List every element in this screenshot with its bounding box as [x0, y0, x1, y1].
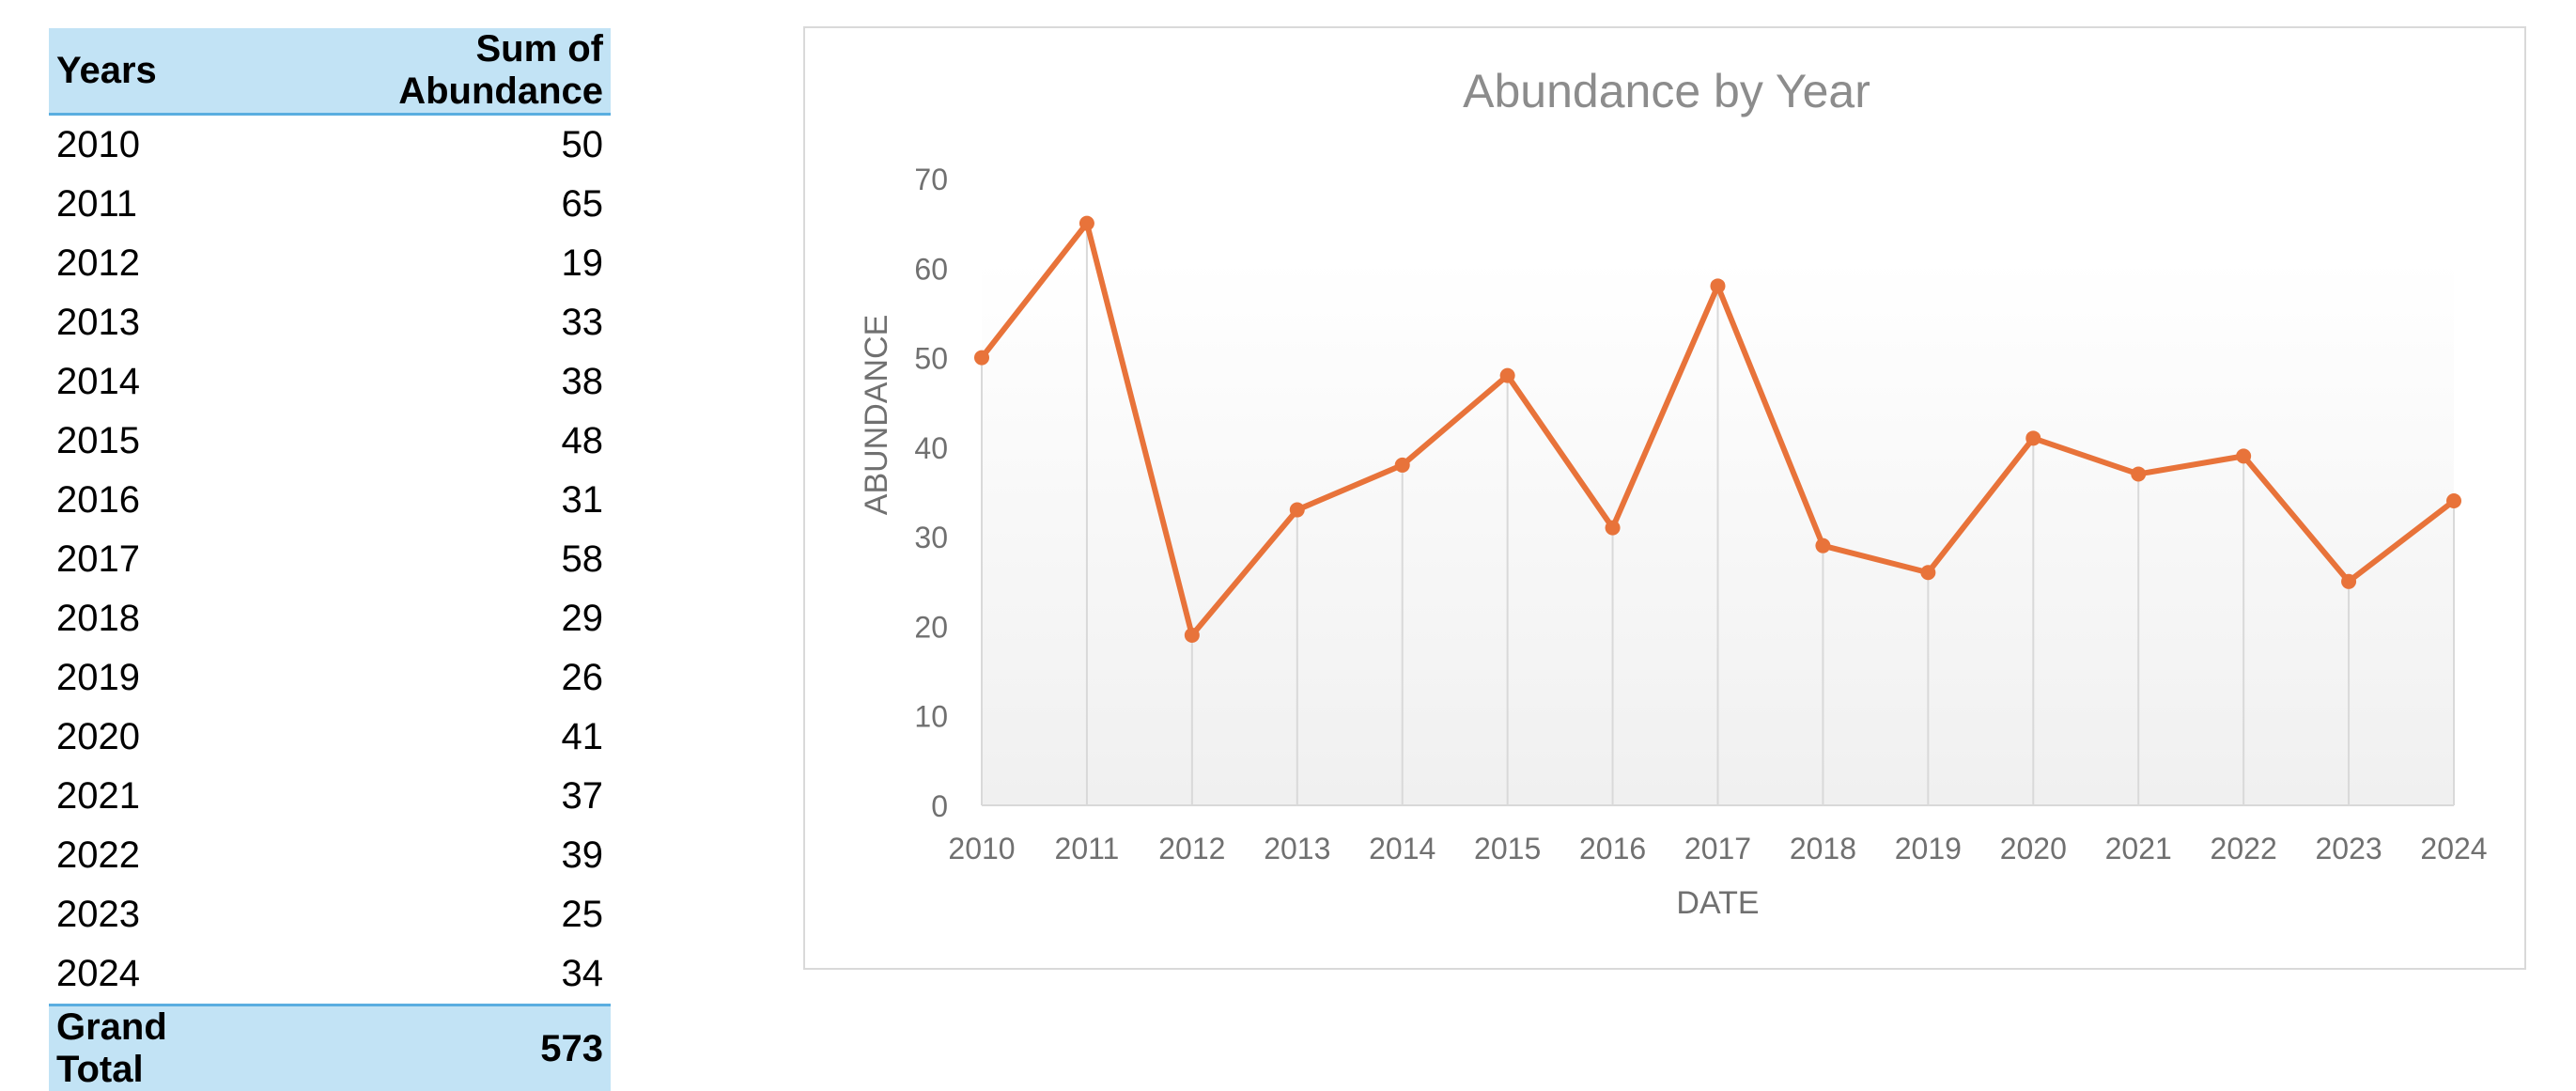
- y-tick-label: 0: [931, 789, 948, 823]
- row-year[interactable]: 2023: [49, 885, 265, 944]
- row-year[interactable]: 2011: [49, 175, 265, 234]
- x-tick-label: 2013: [1264, 832, 1330, 865]
- row-year[interactable]: 2010: [49, 115, 265, 176]
- row-abundance[interactable]: 48: [265, 412, 611, 471]
- x-tick-label: 2024: [2420, 832, 2487, 865]
- x-tick-label: 2016: [1579, 832, 1646, 865]
- data-point[interactable]: [1290, 503, 1305, 518]
- grand-total-value[interactable]: 573: [265, 1005, 611, 1091]
- data-point[interactable]: [2341, 574, 2356, 589]
- row-year[interactable]: 2020: [49, 708, 265, 767]
- row-abundance[interactable]: 39: [265, 826, 611, 885]
- data-point[interactable]: [1079, 216, 1094, 231]
- chart-frame[interactable]: 0 10 20 30 40 50 60 70 2010 2011 2012 2013 2014 2015…: [803, 26, 2526, 970]
- data-point[interactable]: [1500, 368, 1515, 383]
- y-tick-label: 10: [914, 700, 948, 734]
- x-axis-ticks: 2010 2011 2012 2013 2014 2015 2016 2017 2018 2019…: [948, 832, 2487, 865]
- x-tick-label: 2023: [2315, 832, 2382, 865]
- row-abundance[interactable]: 29: [265, 589, 611, 648]
- y-tick-label: 20: [914, 610, 948, 644]
- x-tick-label: 2017: [1684, 832, 1751, 865]
- row-abundance[interactable]: 58: [265, 530, 611, 589]
- header-sum-of-abundance[interactable]: Sum of Abundance: [265, 28, 611, 115]
- header-years[interactable]: Years: [49, 28, 265, 115]
- data-point[interactable]: [2025, 430, 2041, 445]
- y-tick-label: 70: [914, 163, 948, 196]
- row-abundance[interactable]: 37: [265, 767, 611, 826]
- data-point[interactable]: [1395, 458, 1410, 473]
- row-abundance[interactable]: 19: [265, 234, 611, 293]
- data-point[interactable]: [1920, 565, 1935, 580]
- row-year[interactable]: 2016: [49, 471, 265, 530]
- x-axis-label[interactable]: DATE: [1676, 885, 1759, 921]
- grand-total-label[interactable]: Grand Total: [49, 1005, 265, 1091]
- row-year[interactable]: 2013: [49, 293, 265, 352]
- y-tick-label: 30: [914, 521, 948, 554]
- row-abundance[interactable]: 26: [265, 648, 611, 708]
- row-year[interactable]: 2021: [49, 767, 265, 826]
- y-tick-label: 40: [914, 431, 948, 465]
- x-tick-label: 2021: [2105, 832, 2172, 865]
- row-year[interactable]: 2015: [49, 412, 265, 471]
- x-tick-label: 2020: [2000, 832, 2067, 865]
- x-tick-label: 2015: [1474, 832, 1541, 865]
- row-abundance[interactable]: 31: [265, 471, 611, 530]
- grand-total-row: Grand Total 573: [49, 1005, 611, 1091]
- y-axis-ticks: 0 10 20 30 40 50 60 70: [914, 163, 948, 823]
- row-abundance[interactable]: 38: [265, 352, 611, 412]
- row-abundance[interactable]: 65: [265, 175, 611, 234]
- row-abundance[interactable]: 50: [265, 115, 611, 176]
- row-year[interactable]: 2017: [49, 530, 265, 589]
- x-tick-label: 2011: [1055, 832, 1120, 865]
- row-abundance[interactable]: 41: [265, 708, 611, 767]
- row-year[interactable]: 2012: [49, 234, 265, 293]
- data-point[interactable]: [1185, 628, 1200, 643]
- row-abundance[interactable]: 34: [265, 944, 611, 1005]
- y-tick-label: 60: [914, 252, 948, 286]
- x-tick-label: 2014: [1369, 832, 1435, 865]
- line-chart: 0 10 20 30 40 50 60 70 2010 2011 2012 2013 2014 2015…: [805, 28, 2528, 972]
- data-point[interactable]: [1711, 278, 1726, 293]
- data-point[interactable]: [974, 351, 989, 366]
- x-tick-label: 2010: [948, 832, 1015, 865]
- data-point[interactable]: [1815, 538, 1830, 553]
- pivot-header-row: Years Sum of Abundance: [49, 28, 611, 115]
- x-tick-label: 2018: [1790, 832, 1856, 865]
- data-point[interactable]: [2446, 493, 2461, 508]
- data-point[interactable]: [2236, 448, 2251, 463]
- y-tick-label: 50: [914, 342, 948, 376]
- chart-title[interactable]: Abundance by Year: [1463, 65, 1870, 117]
- x-tick-label: 2012: [1158, 832, 1225, 865]
- row-abundance[interactable]: 25: [265, 885, 611, 944]
- row-year[interactable]: 2024: [49, 944, 265, 1005]
- x-tick-label: 2022: [2211, 832, 2277, 865]
- data-point[interactable]: [1606, 521, 1621, 536]
- y-axis-label[interactable]: ABUNDANCE: [859, 315, 894, 515]
- row-year[interactable]: 2019: [49, 648, 265, 708]
- x-tick-label: 2019: [1895, 832, 1962, 865]
- row-abundance[interactable]: 33: [265, 293, 611, 352]
- row-year[interactable]: 2022: [49, 826, 265, 885]
- data-point[interactable]: [2131, 466, 2146, 481]
- row-year[interactable]: 2014: [49, 352, 265, 412]
- row-year[interactable]: 2018: [49, 589, 265, 648]
